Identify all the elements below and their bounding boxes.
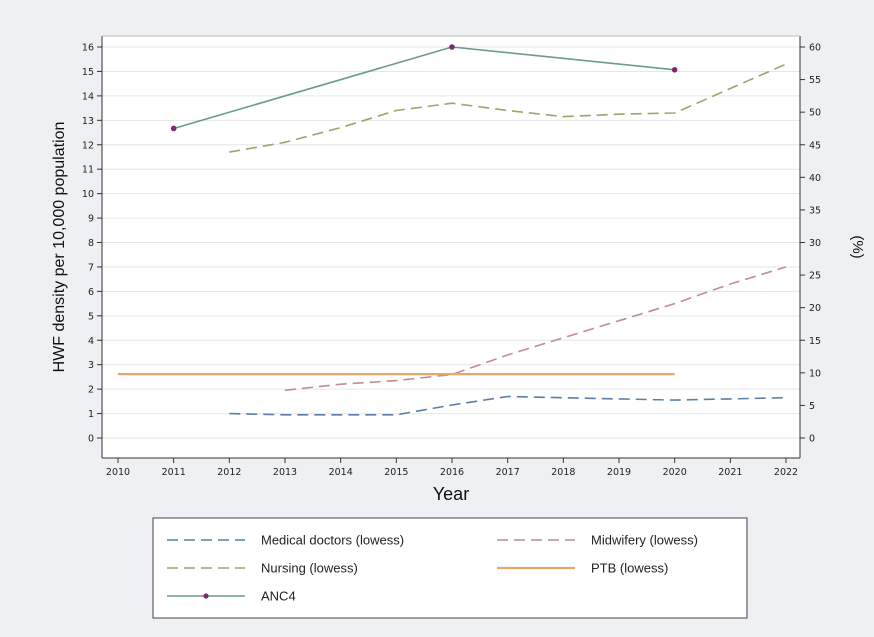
plot-area — [102, 36, 800, 458]
y-right-tick-label: 55 — [809, 75, 821, 86]
y-left-tick-label: 0 — [88, 434, 94, 445]
legend-label-4: ANC4 — [261, 589, 296, 604]
legend-box — [152, 517, 748, 619]
y-left-tick-label: 9 — [88, 214, 94, 225]
series-marker-4 — [170, 125, 177, 132]
y-right-tick-label: 30 — [809, 238, 821, 249]
y-left-tick-label: 4 — [88, 336, 94, 347]
x-tick-label: 2020 — [663, 467, 687, 478]
legend-label-2: Nursing (lowess) — [261, 561, 358, 576]
x-tick-label: 2013 — [273, 467, 297, 478]
y-left-tick-label: 13 — [82, 116, 94, 127]
y-left-tick-label: 10 — [82, 189, 94, 200]
x-tick-label: 2021 — [718, 467, 742, 478]
x-tick-label: 2019 — [607, 467, 631, 478]
legend-label-3: PTB (lowess) — [591, 561, 668, 576]
y-left-tick-label: 2 — [88, 385, 94, 396]
y-left-tick-label: 1 — [88, 409, 94, 420]
legend-marker-4 — [203, 593, 209, 599]
y-right-tick-label: 10 — [809, 368, 821, 379]
y-left-tick-label: 5 — [88, 311, 94, 322]
y-right-tick-label: 25 — [809, 271, 821, 282]
x-tick-label: 2010 — [106, 467, 130, 478]
y-axis-right-title: (%) — [849, 235, 866, 258]
y-right-tick-label: 45 — [809, 140, 821, 151]
y-left-tick-label: 8 — [88, 238, 94, 249]
series-line-2 — [229, 63, 787, 153]
y-right-tick-label: 15 — [809, 336, 821, 347]
x-tick-label: 2012 — [217, 467, 241, 478]
y-left-tick-label: 7 — [88, 262, 94, 273]
y-right-tick-label: 20 — [809, 303, 821, 314]
x-tick-label: 2016 — [440, 467, 464, 478]
legend-label-1: Midwifery (lowess) — [591, 533, 698, 548]
y-axis-left-title: HWF density per 10,000 population — [51, 122, 68, 373]
x-tick-label: 2014 — [329, 467, 353, 478]
y-right-tick-label: 0 — [809, 434, 815, 445]
y-left-tick-label: 15 — [82, 67, 94, 78]
y-left-tick-label: 11 — [82, 165, 94, 176]
legend: Medical doctors (lowess) Midwifery (lowes… — [152, 517, 748, 619]
x-tick-label: 2018 — [551, 467, 575, 478]
x-tick-label: 2017 — [496, 467, 520, 478]
legend-label-0: Medical doctors (lowess) — [261, 533, 404, 548]
series-line-0 — [229, 395, 787, 416]
y-left-tick-label: 12 — [82, 140, 94, 151]
y-right-tick-label: 5 — [809, 401, 815, 412]
x-tick-label: 2015 — [384, 467, 408, 478]
y-right-tick-label: 60 — [809, 43, 821, 54]
x-axis-title: Year — [433, 484, 469, 504]
x-tick-label: 2022 — [774, 467, 798, 478]
series-marker-4 — [671, 67, 678, 73]
grid-lines — [102, 46, 800, 439]
series-line-1 — [284, 266, 787, 392]
y-left-tick-label: 3 — [88, 360, 94, 371]
y-left-tick-label: 14 — [82, 91, 94, 102]
y-right-tick-label: 50 — [809, 108, 821, 119]
y-right-tick-label: 40 — [809, 173, 821, 184]
y-right-tick-label: 35 — [809, 205, 821, 216]
y-left-tick-label: 16 — [82, 43, 94, 54]
series-lines — [118, 44, 787, 416]
y-left-tick-label: 6 — [88, 287, 94, 298]
series-marker-4 — [449, 44, 455, 50]
x-tick-label: 2011 — [162, 467, 186, 478]
axes: 0123456789101112131415160510152025303540… — [82, 35, 821, 478]
